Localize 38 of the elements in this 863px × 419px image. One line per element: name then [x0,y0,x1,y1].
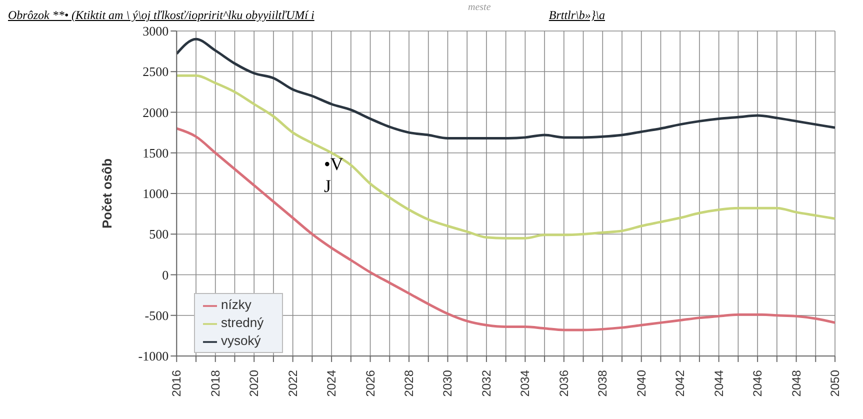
y-tick-label: 2500 [142,64,169,80]
text: meste [468,2,491,13]
x-tick-label: 2028 [402,370,416,397]
legend-label: vysoký [221,333,261,348]
legend-label: nízky [221,297,252,312]
chart-title: Obrôzok **• (Ktiktit am \ ý\oj tľlkosť/iopririt^lku obyyiiltľUMí i [8,8,314,23]
x-tick-label: 2022 [286,370,300,397]
x-tick-label: 2038 [596,370,610,397]
y-tick-label: 1500 [142,145,169,160]
y-tick-label: -1000 [138,348,169,364]
line-series [176,38,835,140]
y-tick-label: 3000 [142,24,169,39]
legend-label: stredný [221,315,264,330]
y-axis-title: Počet osôb [99,158,114,229]
y-tick-label: 1000 [142,186,169,202]
x-tick-label: 2048 [789,370,804,397]
x-tick-label: 2036 [556,370,571,397]
x-tick-label: 2024 [324,370,339,397]
chart-subtitle: Brttlr\b»}\a [548,8,605,23]
x-tick-label: 2026 [363,370,378,397]
y-tick-label: 500 [149,226,169,242]
x-tick-label: 2040 [634,370,648,397]
annotation: •V J [324,153,344,197]
x-tick-label: 2042 [673,370,688,397]
y-tick-label: 2000 [142,104,169,120]
x-tick-label: 2050 [828,370,842,397]
x-tick-label: 2030 [440,370,455,397]
x-tick-label: 2032 [479,370,494,397]
y-tick-label: -500 [144,308,169,323]
line-series [176,127,835,332]
x-tick-label: 2044 [712,370,726,397]
y-tick-label: 0 [162,267,169,282]
x-tick-label: 2046 [750,370,765,397]
line-series [176,74,835,240]
x-tick-label: 2020 [247,370,262,397]
x-tick-label: 2034 [518,370,532,397]
x-tick-label: 2018 [208,370,222,397]
x-tick-label: 2016 [170,370,184,397]
